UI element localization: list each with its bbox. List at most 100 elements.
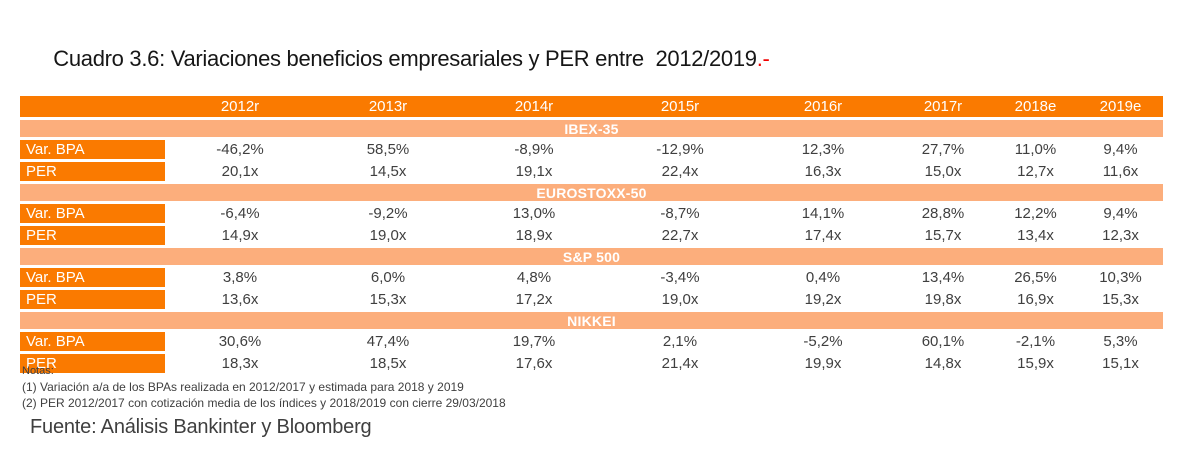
year-header-2016r: 2016r: [803, 98, 843, 115]
value-cell: 15,1x: [1102, 355, 1139, 372]
value-cell: 19,0x: [369, 227, 407, 244]
value-cell: 18,9x: [515, 227, 553, 244]
value-cell: -9,2%: [368, 205, 408, 222]
value-cell: 13,6x: [221, 291, 259, 308]
section-band: S&P 500: [20, 248, 1163, 265]
value-cell: 13,4%: [921, 269, 965, 286]
table-row: PER 13,6x 15,3x 17,2x 19,0x 19,2x 19,8x 16,9x 15…: [20, 290, 1163, 309]
value-cell: 14,8x: [924, 355, 962, 372]
value-cell: 19,9x: [804, 355, 842, 372]
value-cell: -6,4%: [220, 205, 260, 222]
value-cell: 19,2x: [804, 291, 842, 308]
value-cell: -12,9%: [656, 141, 704, 158]
year-header-2017r: 2017r: [923, 98, 963, 115]
value-cell: -3,4%: [660, 269, 700, 286]
table-row: PER 14,9x 19,0x 18,9x 22,7x 17,4x 15,7x 13,4x 12…: [20, 226, 1163, 245]
value-cell: -2,1%: [1015, 333, 1056, 350]
page-title-red-suffix: .-: [756, 46, 770, 71]
value-cell: 28,8%: [921, 205, 965, 222]
value-cell: 11,0%: [1014, 141, 1057, 158]
value-cell: 9,4%: [1103, 205, 1138, 222]
value-cell: 6,0%: [370, 269, 406, 286]
note-line-2: (2) PER 2012/2017 con cotización media d…: [22, 396, 506, 410]
value-cell: 9,4%: [1103, 141, 1138, 158]
row-label: PER: [20, 162, 165, 181]
table-header-row: 2012r 2013r 2014r 2015r 2016r 2017r 2018e 2019e: [20, 96, 1163, 117]
year-header-2018e: 2018e: [1014, 98, 1057, 115]
value-cell: 15,0x: [924, 163, 962, 180]
value-cell: 60,1%: [921, 333, 965, 350]
page-title-text: Cuadro 3.6: Variaciones beneficios empre…: [53, 46, 757, 71]
year-header-2015r: 2015r: [660, 98, 700, 115]
table-row: Var. BPA -6,4% -9,2% 13,0% -8,7% 14,1% 28,8% 12…: [20, 204, 1163, 223]
value-cell: 17,6x: [515, 355, 553, 372]
value-cell: 18,5x: [369, 355, 407, 372]
value-cell: -8,9%: [514, 141, 554, 158]
value-cell: 12,3x: [1102, 227, 1139, 244]
results-table: 2012r 2013r 2014r 2015r 2016r 2017r 2018e 2019e…: [20, 96, 1163, 376]
table-row: PER 18,3x 18,5x 17,6x 21,4x 19,9x 14,8x 15,9x 15…: [20, 354, 1163, 373]
value-cell: 16,3x: [804, 163, 842, 180]
value-cell: 18,3x: [221, 355, 259, 372]
value-cell: 14,1%: [801, 205, 845, 222]
value-cell: 2,1%: [662, 333, 698, 350]
value-cell: 15,3x: [1102, 291, 1139, 308]
table-row: PER 20,1x 14,5x 19,1x 22,4x 16,3x 15,0x 12,7x 11…: [20, 162, 1163, 181]
value-cell: 11,6x: [1102, 163, 1139, 180]
value-cell: 0,4%: [805, 269, 841, 286]
value-cell: 17,2x: [515, 291, 553, 308]
year-header-2012r: 2012r: [220, 98, 260, 115]
value-cell: 13,4x: [1017, 227, 1054, 244]
value-cell: 10,3%: [1099, 269, 1142, 286]
year-header-2019e: 2019e: [1099, 98, 1142, 115]
row-label: PER: [20, 290, 165, 309]
page-title: Cuadro 3.6: Variaciones beneficios empre…: [30, 20, 770, 98]
value-cell: 21,4x: [661, 355, 699, 372]
note-line-1: (1) Variación a/a de los BPAs realizada …: [22, 380, 464, 394]
value-cell: 58,5%: [366, 141, 410, 158]
table-header-corner-cell: [20, 96, 165, 117]
row-label: PER: [20, 354, 165, 373]
value-cell: 15,7x: [924, 227, 962, 244]
row-label: Var. BPA: [20, 204, 165, 223]
value-cell: 17,4x: [804, 227, 842, 244]
value-cell: 27,7%: [921, 141, 965, 158]
value-cell: 14,9x: [221, 227, 259, 244]
value-cell: 12,7x: [1017, 163, 1054, 180]
value-cell: 26,5%: [1014, 269, 1057, 286]
value-cell: 15,9x: [1017, 355, 1054, 372]
value-cell: 30,6%: [218, 333, 262, 350]
value-cell: 16,9x: [1017, 291, 1054, 308]
section-band: IBEX-35: [20, 120, 1163, 137]
year-header-2013r: 2013r: [368, 98, 408, 115]
value-cell: 15,3x: [369, 291, 407, 308]
row-label: Var. BPA: [20, 140, 165, 159]
value-cell: 19,8x: [924, 291, 962, 308]
value-cell: 5,3%: [1103, 333, 1138, 350]
year-header-2014r: 2014r: [514, 98, 554, 115]
value-cell: 12,2%: [1014, 205, 1057, 222]
value-cell: 12,3%: [801, 141, 845, 158]
table-notes: Notas: (1) Variación a/a de los BPAs rea…: [22, 363, 506, 411]
value-cell: 20,1x: [221, 163, 259, 180]
value-cell: 19,7%: [512, 333, 556, 350]
value-cell: 4,8%: [516, 269, 552, 286]
value-cell: 13,0%: [512, 205, 556, 222]
row-label: Var. BPA: [20, 332, 165, 351]
value-cell: 3,8%: [222, 269, 258, 286]
value-cell: -46,2%: [216, 141, 264, 158]
value-cell: 14,5x: [369, 163, 407, 180]
value-cell: 19,1x: [515, 163, 553, 180]
row-label: Var. BPA: [20, 268, 165, 287]
value-cell: 22,7x: [661, 227, 699, 244]
table-row: Var. BPA 3,8% 6,0% 4,8% -3,4% 0,4% 13,4% 26,5% 1…: [20, 268, 1163, 287]
table-row: Var. BPA 30,6% 47,4% 19,7% 2,1% -5,2% 60,1% -2,…: [20, 332, 1163, 351]
row-label: PER: [20, 226, 165, 245]
value-cell: 22,4x: [661, 163, 699, 180]
value-cell: -5,2%: [803, 333, 843, 350]
notes-heading: Notas:: [22, 365, 54, 377]
value-cell: 19,0x: [661, 291, 699, 308]
value-cell: 47,4%: [366, 333, 410, 350]
value-cell: -8,7%: [660, 205, 700, 222]
